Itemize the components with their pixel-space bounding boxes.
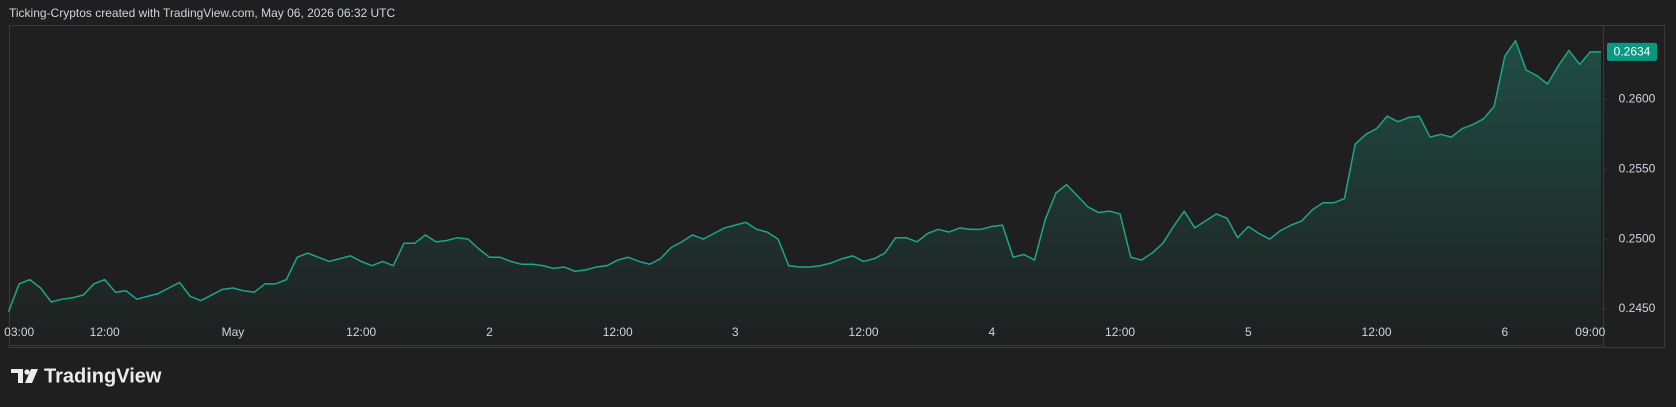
logo-dot — [24, 369, 30, 375]
y-tick-label: 0.2550 — [1619, 161, 1656, 175]
brand-name: TradingView — [44, 365, 162, 387]
y-tick-label: 0.2450 — [1619, 301, 1656, 315]
y-tick-label: 0.2600 — [1619, 92, 1656, 106]
logo-mark — [11, 369, 23, 383]
last-price-badge — [1607, 42, 1657, 61]
header-title: Ticking-Cryptos created with TradingView… — [9, 6, 396, 20]
chart-frame — [9, 25, 1665, 348]
last-price-label: 0.2634 — [1614, 45, 1651, 59]
brand-logo — [11, 369, 38, 383]
area-fill — [8, 40, 1601, 346]
y-tick-label: 0.2500 — [1619, 231, 1656, 245]
logo-mark — [25, 369, 38, 383]
price-line — [7, 39, 1601, 313]
